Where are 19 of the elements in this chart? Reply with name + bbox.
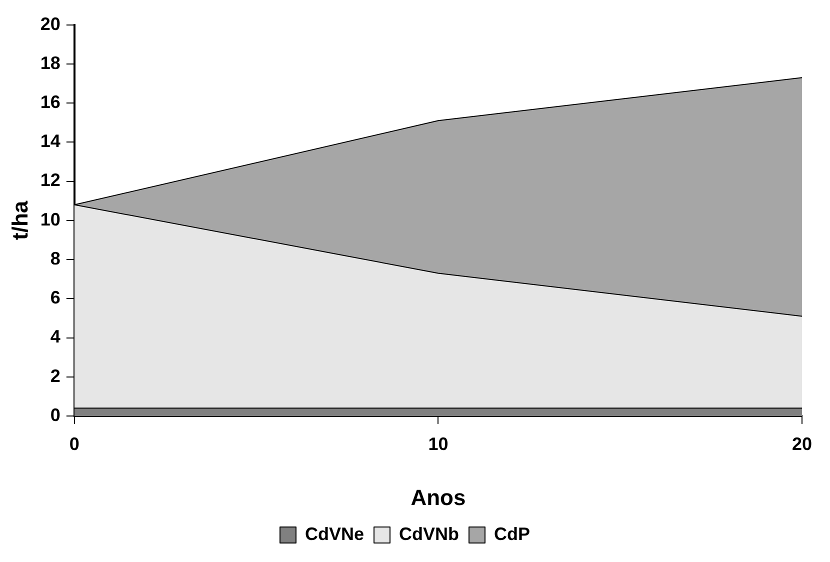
x-tick-label: 20 bbox=[792, 434, 812, 454]
y-tick-label: 12 bbox=[40, 170, 60, 190]
y-tick-label: 16 bbox=[40, 92, 60, 112]
x-tick-label: 10 bbox=[428, 434, 448, 454]
legend-label: CdP bbox=[494, 524, 530, 544]
y-tick-label: 6 bbox=[50, 288, 60, 308]
x-axis-title: Anos bbox=[410, 484, 466, 510]
x-tick-label: 0 bbox=[69, 434, 80, 454]
y-tick-label: 10 bbox=[40, 209, 60, 230]
y-axis-title: t/ha bbox=[7, 200, 32, 240]
y-tick-label: 18 bbox=[40, 52, 60, 73]
y-tick-label: 8 bbox=[50, 248, 60, 268]
y-tick-label: 14 bbox=[40, 131, 60, 152]
y-tick-label: 4 bbox=[50, 326, 60, 347]
y-tick-label: 2 bbox=[50, 366, 60, 386]
y-tick-label: 0 bbox=[50, 404, 60, 425]
legend-label: CdVNb bbox=[399, 524, 460, 544]
legend-label: CdVNe bbox=[305, 524, 364, 544]
y-tick-label: 20 bbox=[40, 14, 60, 34]
